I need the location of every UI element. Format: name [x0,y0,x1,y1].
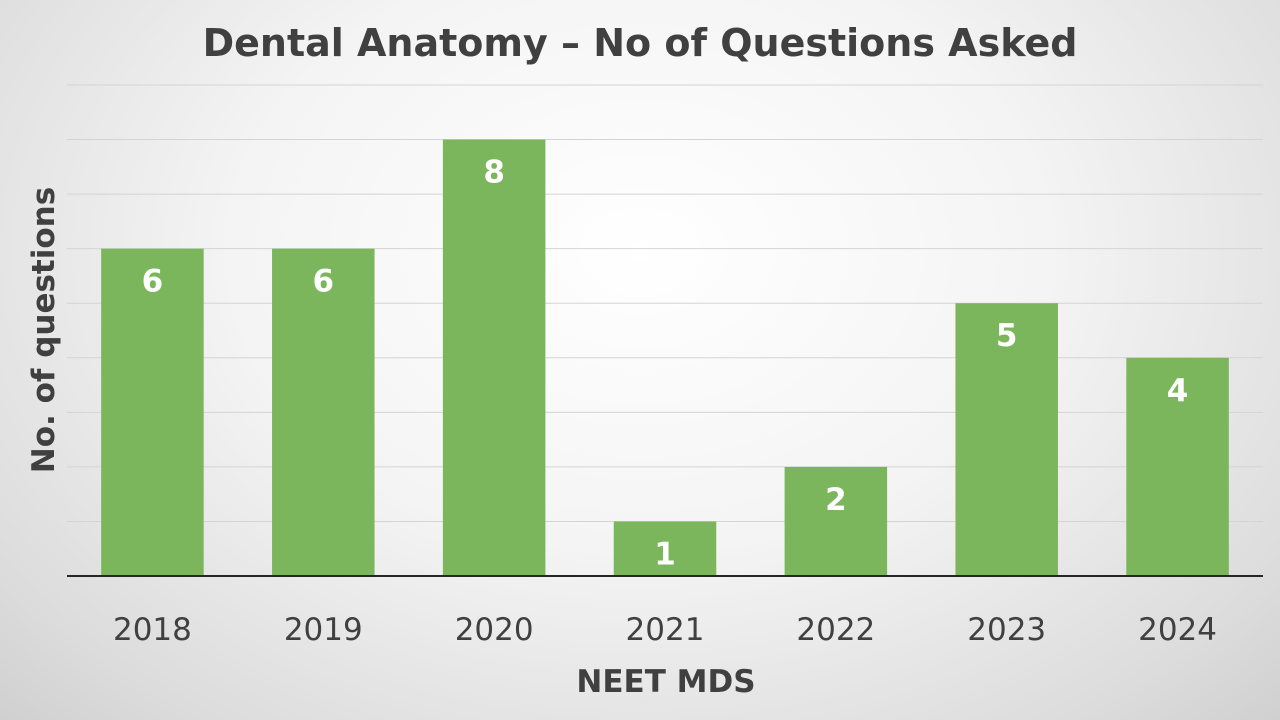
data-labels: 6 6 8 1 2 5 4 [142,155,1189,573]
data-label-2021: 1 [654,536,676,572]
bar-2020 [442,139,546,577]
x-tick-label-2018: 2018 [113,612,192,648]
x-tick-label-2023: 2023 [967,612,1046,648]
bar-2022 [784,466,888,576]
data-label-2024: 4 [1167,373,1189,409]
x-tick-label-2020: 2020 [455,612,534,648]
data-label-2020: 8 [483,155,505,191]
data-label-2022: 2 [825,482,847,518]
x-tick-label-2019: 2019 [284,612,363,648]
gridlines [67,84,1263,522]
bar-2024 [1126,357,1229,576]
data-label-2023: 5 [996,318,1018,354]
data-label-2018: 6 [142,264,164,300]
y-axis-title: No. of questions [26,187,62,473]
x-tick-label-2022: 2022 [796,612,875,648]
bar-2021 [613,521,717,576]
bar-2018 [101,248,204,576]
bars [101,139,1229,577]
data-label-2019: 6 [312,264,334,300]
chart-title: Dental Anatomy – No of Questions Asked [203,21,1078,65]
x-tick-label-2024: 2024 [1138,612,1217,648]
bar-2019 [272,248,375,576]
bar-2023 [955,303,1058,576]
x-tick-label-2021: 2021 [626,612,705,648]
x-tick-labels: 2018 2019 2020 2021 2022 2023 2024 [113,612,1217,648]
x-axis-title: NEET MDS [576,664,755,700]
